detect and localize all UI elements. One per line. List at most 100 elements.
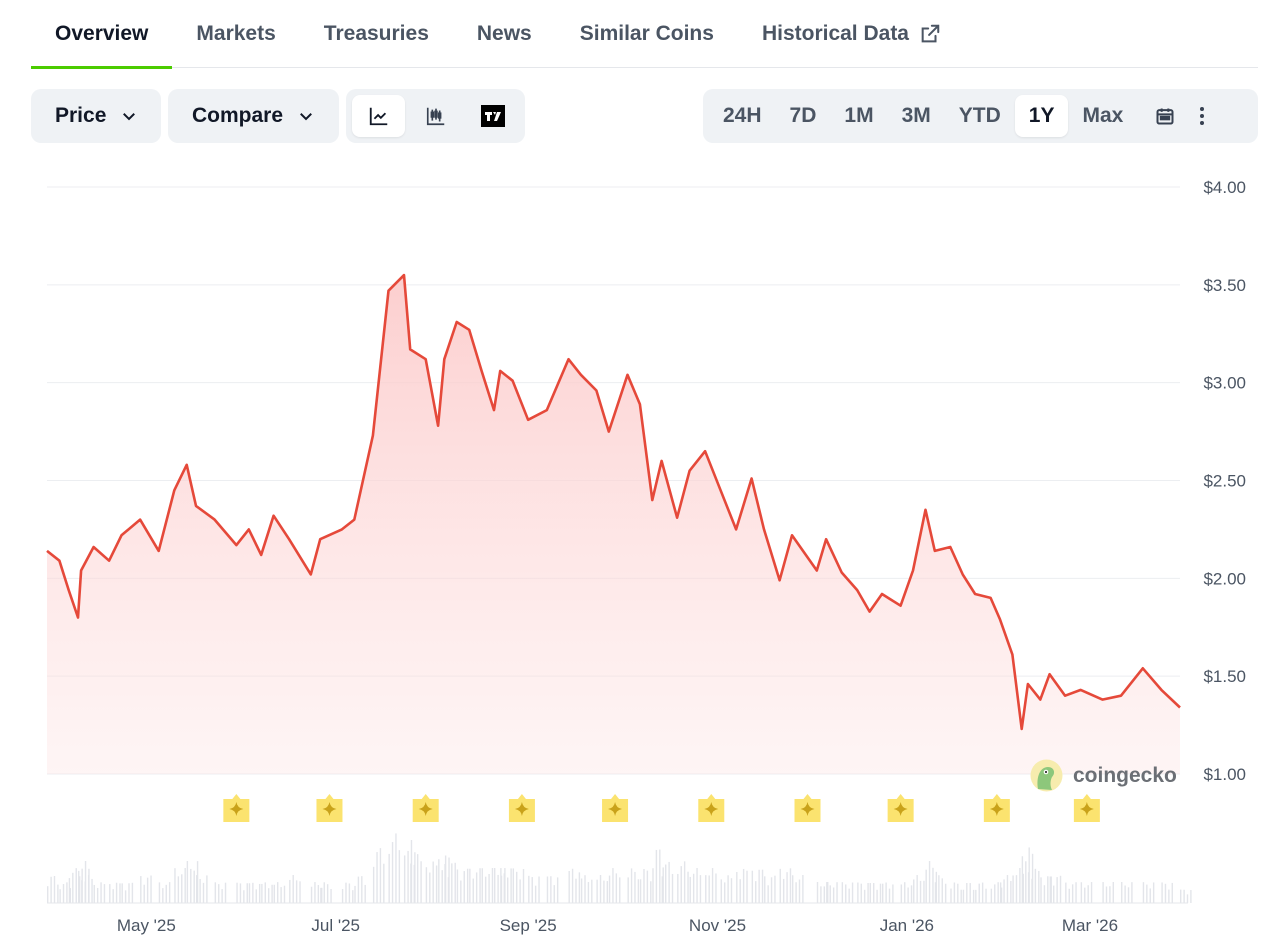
volume-bar	[655, 849, 658, 903]
volume-bar	[851, 882, 854, 903]
volume-bar	[395, 833, 397, 903]
volume-bar	[403, 855, 406, 903]
volume-bar	[454, 862, 456, 903]
volume-bar	[556, 877, 559, 903]
volume-bar	[66, 882, 68, 903]
volume-bar	[57, 884, 59, 903]
volume-bar	[1171, 882, 1173, 903]
volume-bar	[221, 889, 223, 903]
volume-bar	[650, 881, 652, 903]
tab-historical-data[interactable]: Historical Data	[738, 0, 965, 68]
candlestick-button[interactable]	[409, 95, 462, 137]
volume-bar	[1049, 876, 1052, 903]
range-24h[interactable]: 24H	[723, 104, 762, 127]
volume-bar	[47, 886, 49, 903]
sparkle-icon	[608, 802, 623, 816]
volume-bar	[87, 875, 90, 903]
volume-bar	[190, 868, 192, 903]
price-dropdown[interactable]: Price	[31, 89, 161, 143]
volume-bar	[1127, 887, 1130, 903]
volume-bar	[341, 888, 344, 903]
range-3m[interactable]: 3M	[901, 104, 931, 127]
volume-bar	[447, 877, 450, 903]
tab-treasuries[interactable]: Treasuries	[300, 0, 453, 68]
volume-bar	[630, 868, 633, 903]
range-7d[interactable]: 7D	[789, 104, 817, 127]
volume-bar	[72, 872, 74, 903]
tab-markets[interactable]: Markets	[172, 0, 299, 68]
volume-bar	[398, 850, 401, 903]
calendar-icon	[1156, 108, 1174, 125]
tradingview-button[interactable]	[466, 95, 519, 137]
y-tick-label: $2.50	[1203, 472, 1246, 491]
x-tick-label: May '25	[117, 916, 176, 935]
volume-bar	[243, 890, 245, 903]
volume-bar	[488, 873, 490, 903]
volume-bar	[441, 870, 443, 903]
volume-bar	[696, 868, 698, 903]
sparkle-icon	[800, 802, 815, 816]
volume-bar	[643, 868, 645, 903]
volume-bar	[96, 887, 99, 903]
volume-bar	[1034, 868, 1037, 903]
external-link-icon	[921, 24, 940, 43]
volume-bar	[326, 884, 329, 903]
volume-bar	[78, 876, 81, 903]
compare-dropdown[interactable]: Compare	[168, 89, 339, 143]
sparkle-icon	[418, 802, 433, 816]
volume-bar	[277, 882, 279, 903]
volume-bar	[972, 889, 975, 903]
volume-bar	[919, 880, 922, 903]
volume-bar	[165, 884, 167, 903]
volume-bar	[292, 875, 294, 903]
volume-bar	[606, 881, 609, 903]
volume-bar	[1180, 889, 1182, 903]
line-chart-button[interactable]	[352, 95, 405, 137]
volume-bar	[481, 868, 483, 903]
volume-bar	[416, 854, 419, 903]
range-max[interactable]: Max	[1082, 104, 1124, 127]
volume-bar	[425, 867, 428, 903]
volume-bar	[162, 888, 164, 903]
volume-bar	[538, 876, 540, 903]
volume-bar	[186, 861, 189, 903]
range-1y[interactable]: 1Y	[1014, 95, 1069, 137]
calendar-button[interactable]	[1143, 95, 1187, 137]
volume-bar	[1164, 883, 1167, 903]
volume-bar	[280, 887, 282, 903]
volume-bar	[1183, 889, 1185, 903]
volume-bar	[791, 875, 794, 903]
volume-bar	[1000, 887, 1003, 903]
volume-bar	[779, 868, 781, 903]
volume-bar	[599, 875, 602, 903]
volume-bar	[177, 876, 180, 903]
tab-news[interactable]: News	[453, 0, 556, 68]
more-options-button[interactable]	[1187, 95, 1217, 137]
range-ytd[interactable]: YTD	[958, 104, 1001, 127]
volume-bar	[668, 861, 670, 903]
volume-bar	[1168, 889, 1170, 903]
volume-bar	[140, 876, 142, 903]
volume-bar	[646, 870, 649, 903]
tab-overview[interactable]: Overview	[31, 0, 173, 69]
volume-bar	[500, 868, 502, 903]
volume-bar	[314, 882, 316, 903]
sparkle-icon	[322, 802, 337, 816]
volume-bar	[388, 853, 390, 903]
volume-bar	[330, 888, 332, 903]
volume-bar	[960, 889, 962, 903]
range-1m[interactable]: 1M	[844, 104, 874, 127]
volume-bar	[913, 879, 915, 903]
volume-bar	[112, 889, 114, 903]
volume-bar	[1059, 875, 1062, 903]
volume-bar	[528, 875, 530, 903]
volume-bar	[69, 888, 72, 903]
tab-similar-coins[interactable]: Similar Coins	[556, 0, 738, 68]
volume-bar	[1109, 886, 1111, 903]
volume-bar	[484, 876, 487, 903]
y-tick-label: $1.00	[1203, 765, 1246, 784]
volume-bar	[789, 868, 792, 903]
coingecko-watermark: coingecko	[1030, 759, 1177, 792]
volume-bar	[978, 883, 980, 903]
volume-bar	[1053, 885, 1055, 903]
